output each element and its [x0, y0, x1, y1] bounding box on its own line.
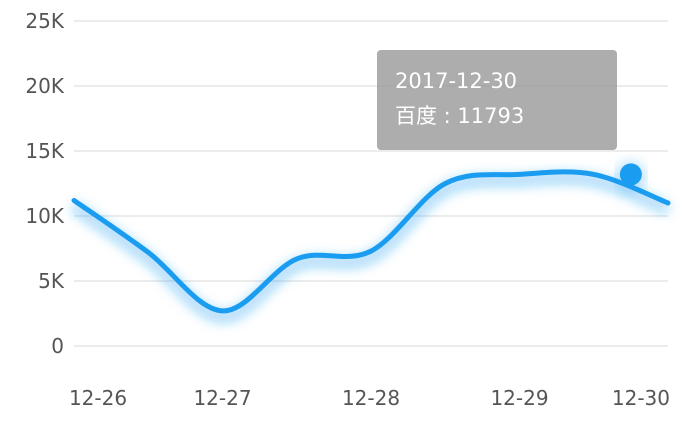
y-tick-label: 5K	[38, 269, 65, 293]
tooltip-date: 2017-12-30	[395, 69, 518, 93]
series-line	[71, 169, 671, 314]
y-tick-label: 25K	[25, 9, 64, 33]
tooltip: 2017-12-30 百度 : 11793	[377, 50, 617, 150]
x-axis: 12-26 12-27 12-28 12-29 12-30	[69, 386, 670, 410]
tooltip-value: 百度 : 11793	[395, 104, 525, 128]
x-tick-label: 12-29	[490, 386, 548, 410]
y-axis: 0 5K 10K 15K 20K 25K	[25, 9, 64, 358]
highlight-point	[619, 163, 642, 186]
y-tick-label: 10K	[25, 204, 64, 228]
x-tick-label: 12-28	[342, 386, 400, 410]
series-line-glow	[71, 172, 670, 322]
x-tick-label: 12-26	[69, 386, 127, 410]
series	[71, 162, 671, 322]
y-tick-label: 20K	[25, 74, 64, 98]
y-tick-label: 15K	[25, 139, 64, 163]
x-tick-label: 12-27	[193, 386, 251, 410]
x-tick-label: 12-30	[612, 386, 670, 410]
y-tick-label: 0	[51, 334, 64, 358]
